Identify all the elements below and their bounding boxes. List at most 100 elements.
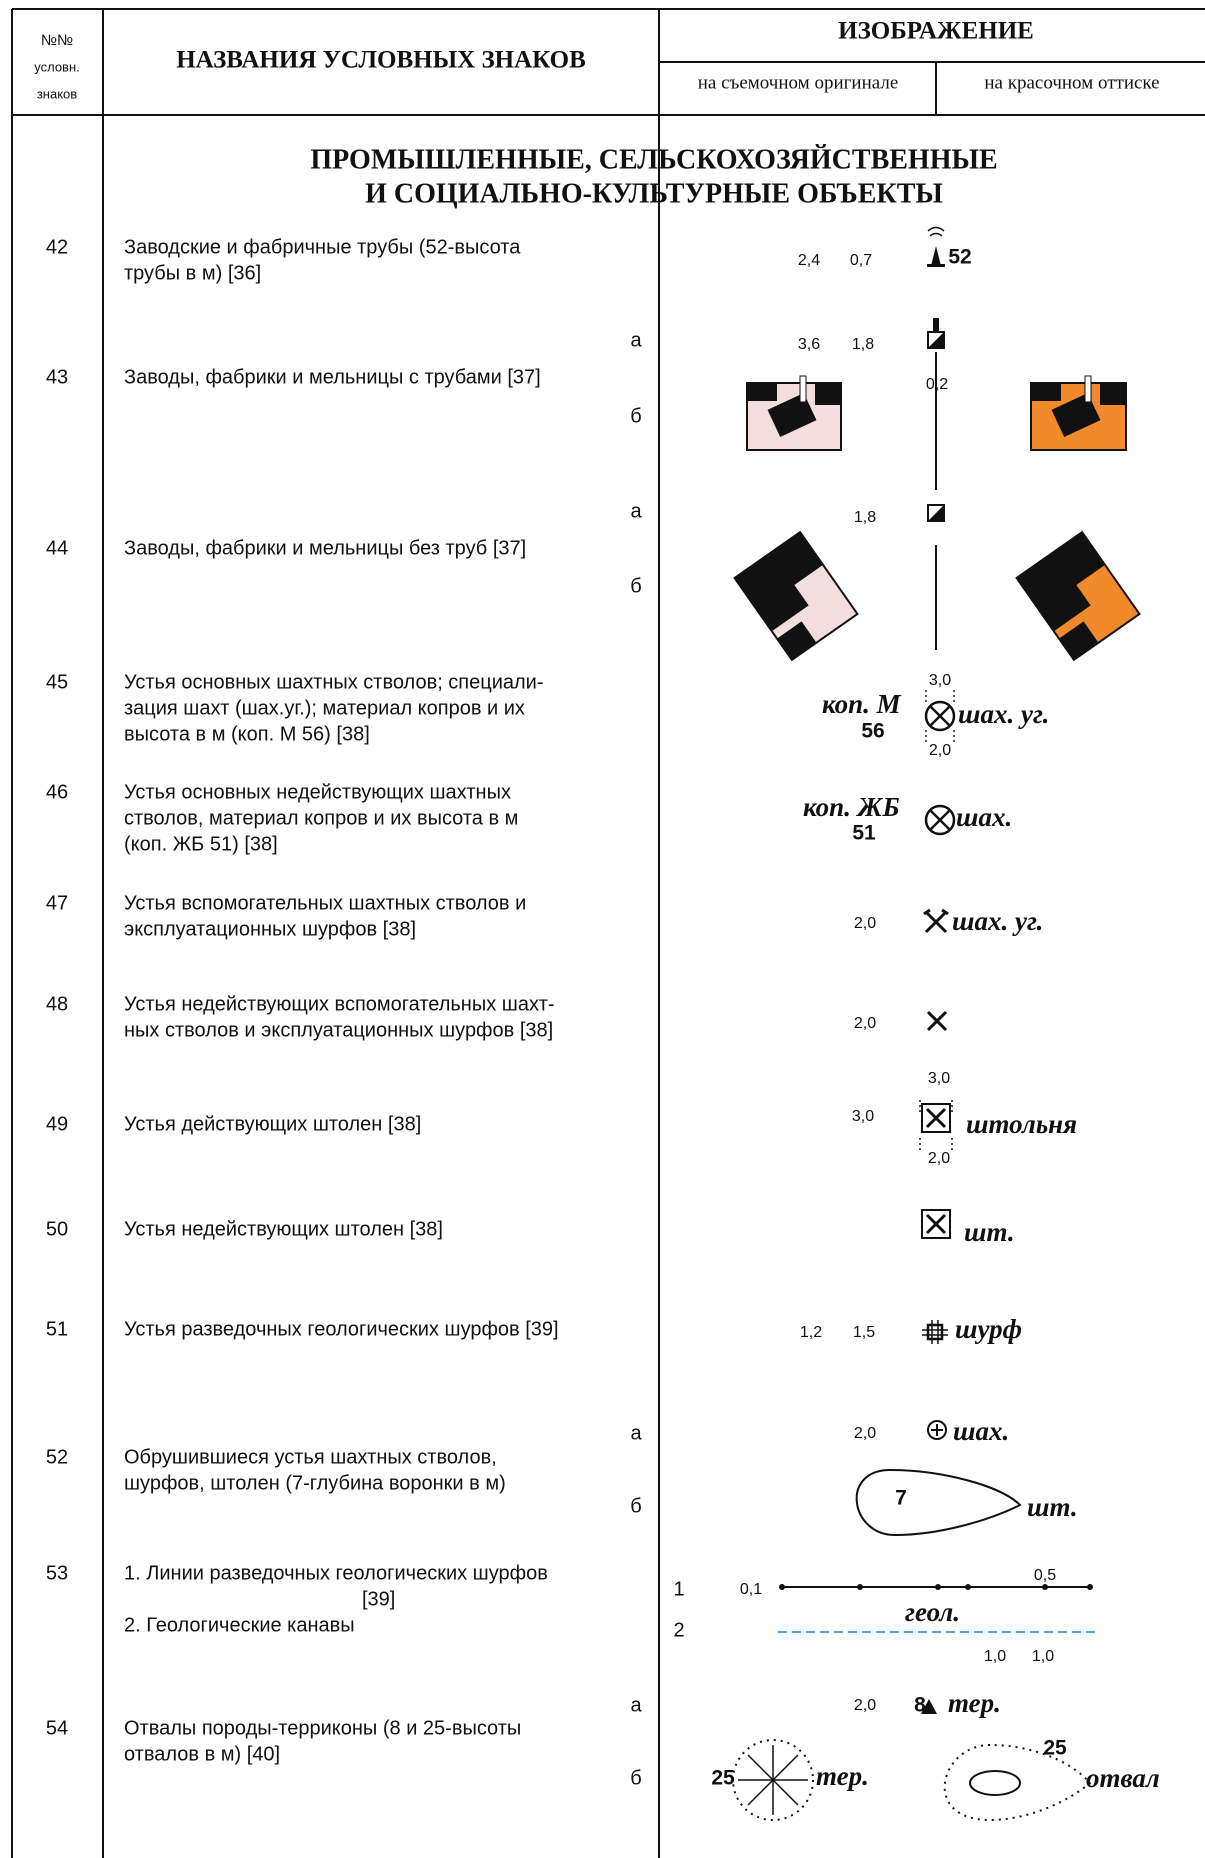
symbol-label: 2,0	[854, 1425, 876, 1442]
row-number: 50	[46, 1218, 68, 1240]
row-name: шурфов, штолен (7-глубина воронки в м)	[124, 1472, 506, 1494]
symbol-label: 1	[673, 1578, 684, 1600]
row-name: Заводы, фабрики и мельницы без труб [37]	[124, 537, 526, 559]
row-name: Устья основных недействующих шахтных	[124, 781, 511, 803]
symbol-label: 1,0	[1032, 1648, 1054, 1665]
row-name: трубы в м) [36]	[124, 262, 261, 284]
symbol-label: 1,0	[984, 1648, 1006, 1665]
symbol-label: 1,8	[852, 336, 874, 353]
row-name: ных стволов и эксплуатационных шурфов [3…	[124, 1019, 553, 1041]
symbol-label: тер.	[948, 1688, 1001, 1718]
row-name: отвалов в м) [40]	[124, 1743, 280, 1765]
symbol-label: штольня	[966, 1109, 1077, 1139]
row-name: Устья недействующих штолен [38]	[124, 1218, 443, 1240]
row-name: 2. Геологические канавы	[124, 1614, 355, 1636]
symbol-label: а	[630, 1694, 642, 1716]
row-number: 47	[46, 892, 68, 914]
row-name: Заводские и фабричные трубы (52-высота	[124, 236, 521, 258]
symbol-label: 7	[895, 1487, 907, 1510]
row-number: 44	[46, 537, 68, 559]
row-name: Устья недействующих вспомогательных шахт…	[124, 993, 555, 1015]
row-number: 53	[46, 1562, 68, 1584]
row-name: высота в м (коп. М 56) [38]	[124, 723, 370, 745]
symbol-label: 25	[711, 1767, 735, 1790]
row-name: 1. Линии разведочных геологических шурфо…	[124, 1562, 548, 1584]
symbol-label: шах.	[953, 1416, 1009, 1446]
header-name: НАЗВАНИЯ УСЛОВНЫХ ЗНАКОВ	[176, 47, 586, 74]
row-name: Отвалы породы-терриконы (8 и 25-высоты	[124, 1717, 521, 1739]
row-name: [39]	[362, 1588, 395, 1610]
row-name: Устья разведочных геологических шурфов […	[124, 1318, 559, 1340]
symbol-label: б	[630, 405, 641, 427]
row-name: стволов, материал копров и их высота в м	[124, 807, 518, 829]
header-number: знаков	[37, 86, 77, 101]
row-number: 43	[46, 366, 68, 388]
section-title: И СОЦИАЛЬНО-КУЛЬТУРНЫЕ ОБЪЕКТЫ	[365, 178, 943, 209]
symbol-label: 2	[673, 1619, 684, 1641]
symbol-label: 0,5	[1034, 1567, 1056, 1584]
symbol-label: 2,0	[929, 742, 951, 759]
header-number: условн.	[34, 59, 80, 74]
symbol-label: б	[630, 1495, 641, 1517]
row-number: 52	[46, 1446, 68, 1468]
symbols	[732, 226, 1141, 1822]
symbol-label: 25	[1043, 1737, 1067, 1760]
symbol-label: 56	[861, 720, 884, 743]
row-number: 46	[46, 781, 68, 803]
symbol-label: а	[630, 329, 642, 351]
symbol-label: отвал	[1086, 1763, 1160, 1793]
symbol-label: 3,0	[852, 1108, 874, 1125]
symbol-label: 0,1	[740, 1581, 762, 1598]
symbol-label: 52	[948, 246, 971, 269]
symbol-label: шах. уг.	[958, 699, 1049, 729]
row-number: 51	[46, 1318, 68, 1340]
header-number: №№	[41, 32, 73, 49]
symbol-label: шах. уг.	[952, 906, 1043, 936]
header-sub: на красочном оттиске	[984, 72, 1159, 93]
symbol-label: 51	[852, 822, 876, 845]
symbol-label: 8	[914, 1694, 926, 1717]
symbol-label: 3,6	[798, 336, 820, 353]
row-name: Обрушившиеся устья шахтных стволов,	[124, 1446, 497, 1468]
table-grid	[11, 8, 1205, 1858]
row-name: (коп. ЖБ 51) [38]	[124, 833, 278, 855]
symbol-label: 0,2	[926, 376, 948, 393]
symbol-label: шах.	[956, 802, 1012, 832]
symbol-label: 1,5	[853, 1324, 875, 1341]
symbol-label: б	[630, 1767, 641, 1789]
row-number: 49	[46, 1113, 68, 1135]
row-name: Устья основных шахтных стволов; специали…	[124, 671, 544, 693]
symbol-label: б	[630, 575, 641, 597]
symbol-label: а	[630, 1422, 642, 1444]
row-number: 42	[46, 236, 68, 258]
symbol-label: геол.	[905, 1597, 960, 1627]
symbol-label: 2,0	[854, 1015, 876, 1032]
symbol-label: шт.	[1027, 1492, 1078, 1522]
row-name: Заводы, фабрики и мельницы с трубами [37…	[124, 366, 541, 388]
symbol-label: 0,7	[850, 252, 872, 269]
symbol-label: 1,2	[800, 1324, 822, 1341]
header-image: ИЗОБРАЖЕНИЕ	[838, 18, 1034, 45]
row-number: 54	[46, 1717, 68, 1739]
symbol-label: а	[630, 500, 642, 522]
symbol-label: 3,0	[928, 1070, 950, 1087]
row-number: 48	[46, 993, 68, 1015]
symbol-label: 2,4	[798, 252, 820, 269]
symbol-label: коп. М	[822, 689, 902, 719]
symbol-label: 3,0	[929, 672, 951, 689]
row-name: эксплуатационных шурфов [38]	[124, 918, 416, 940]
section-title: ПРОМЫШЛЕННЫЕ, СЕЛЬСКОХОЗЯЙСТВЕННЫЕ	[310, 144, 997, 175]
symbol-label: 2,0	[854, 915, 876, 932]
symbol-label: 1,8	[854, 509, 876, 526]
symbol-label: шт.	[964, 1217, 1015, 1247]
symbol-label: шурф	[955, 1314, 1022, 1344]
row-name: Устья действующих штолен [38]	[124, 1113, 421, 1135]
symbol-label: 2,0	[854, 1697, 876, 1714]
symbol-label: тер.	[816, 1761, 869, 1791]
row-number: 45	[46, 671, 68, 693]
row-name: Устья вспомогательных шахтных стволов и	[124, 892, 526, 914]
header-sub: на съемочном оригинале	[698, 72, 899, 93]
symbol-label: коп. ЖБ	[803, 792, 900, 822]
